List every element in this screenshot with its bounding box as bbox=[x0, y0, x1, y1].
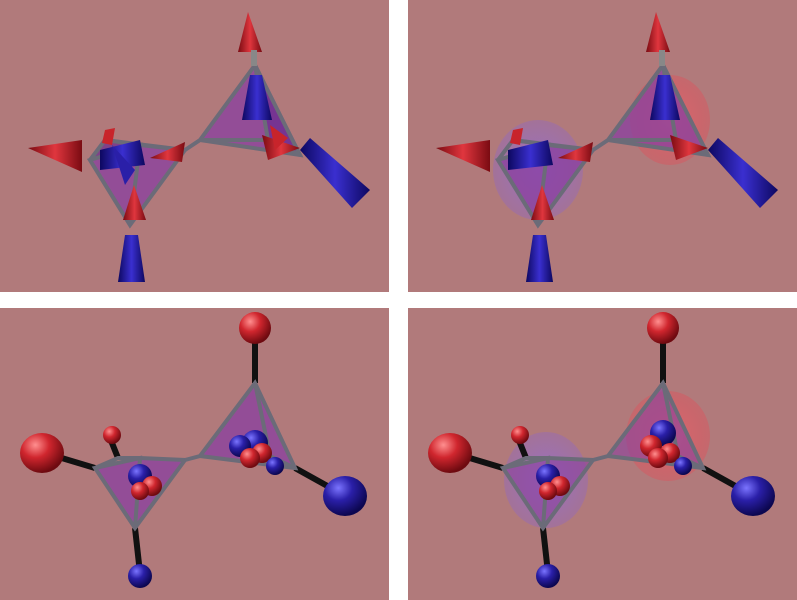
red-sphere bbox=[647, 312, 679, 344]
molecule-sphere-cloud-view bbox=[428, 312, 775, 588]
blue-sphere bbox=[731, 476, 775, 516]
red-arrow bbox=[262, 135, 300, 160]
red-arrow bbox=[670, 135, 708, 160]
arrow-stem bbox=[251, 50, 257, 66]
panel-spheres-clouds bbox=[408, 308, 797, 600]
blue-sphere bbox=[266, 457, 284, 475]
red-sphere bbox=[103, 426, 121, 444]
red-sphere bbox=[240, 448, 260, 468]
blue-arrow bbox=[300, 138, 370, 208]
blue-arrow bbox=[708, 138, 778, 208]
blue-arrow bbox=[100, 140, 145, 170]
red-arrow bbox=[102, 128, 115, 145]
red-arrow bbox=[646, 12, 670, 52]
blue-sphere bbox=[323, 476, 367, 516]
red-sphere bbox=[511, 426, 529, 444]
red-sphere bbox=[239, 312, 271, 344]
panel-spheres bbox=[0, 308, 389, 600]
panel-arrows bbox=[0, 0, 389, 292]
blue-arrow bbox=[242, 75, 272, 120]
red-sphere bbox=[539, 482, 557, 500]
red-arrow bbox=[510, 128, 523, 145]
red-arrow bbox=[28, 140, 82, 172]
molecule-sphere-view bbox=[20, 312, 367, 588]
blue-arrow bbox=[118, 235, 145, 282]
red-arrow bbox=[531, 185, 554, 220]
red-sphere bbox=[648, 448, 668, 468]
blue-sphere bbox=[674, 457, 692, 475]
red-sphere bbox=[131, 482, 149, 500]
red-arrow bbox=[123, 185, 146, 220]
red-arrow bbox=[436, 140, 490, 172]
molecule-arrow-view bbox=[28, 12, 370, 282]
blue-arrow bbox=[508, 140, 553, 170]
right-tetrahedron bbox=[200, 383, 295, 468]
red-arrow bbox=[238, 12, 262, 52]
blue-sphere bbox=[128, 564, 152, 588]
red-arrow bbox=[558, 142, 593, 162]
blue-sphere bbox=[536, 564, 560, 588]
blue-arrow bbox=[650, 75, 680, 120]
red-sphere bbox=[428, 433, 472, 473]
red-arrow bbox=[270, 125, 288, 150]
arrow-stem bbox=[659, 50, 665, 66]
blue-arrow bbox=[112, 145, 135, 185]
panel-arrows-clouds bbox=[408, 0, 797, 292]
bonds bbox=[44, 333, 342, 574]
red-sphere bbox=[20, 433, 64, 473]
red-arrow bbox=[150, 142, 185, 162]
blue-arrow bbox=[526, 235, 553, 282]
molecule-arrow-cloud-view bbox=[436, 12, 778, 282]
